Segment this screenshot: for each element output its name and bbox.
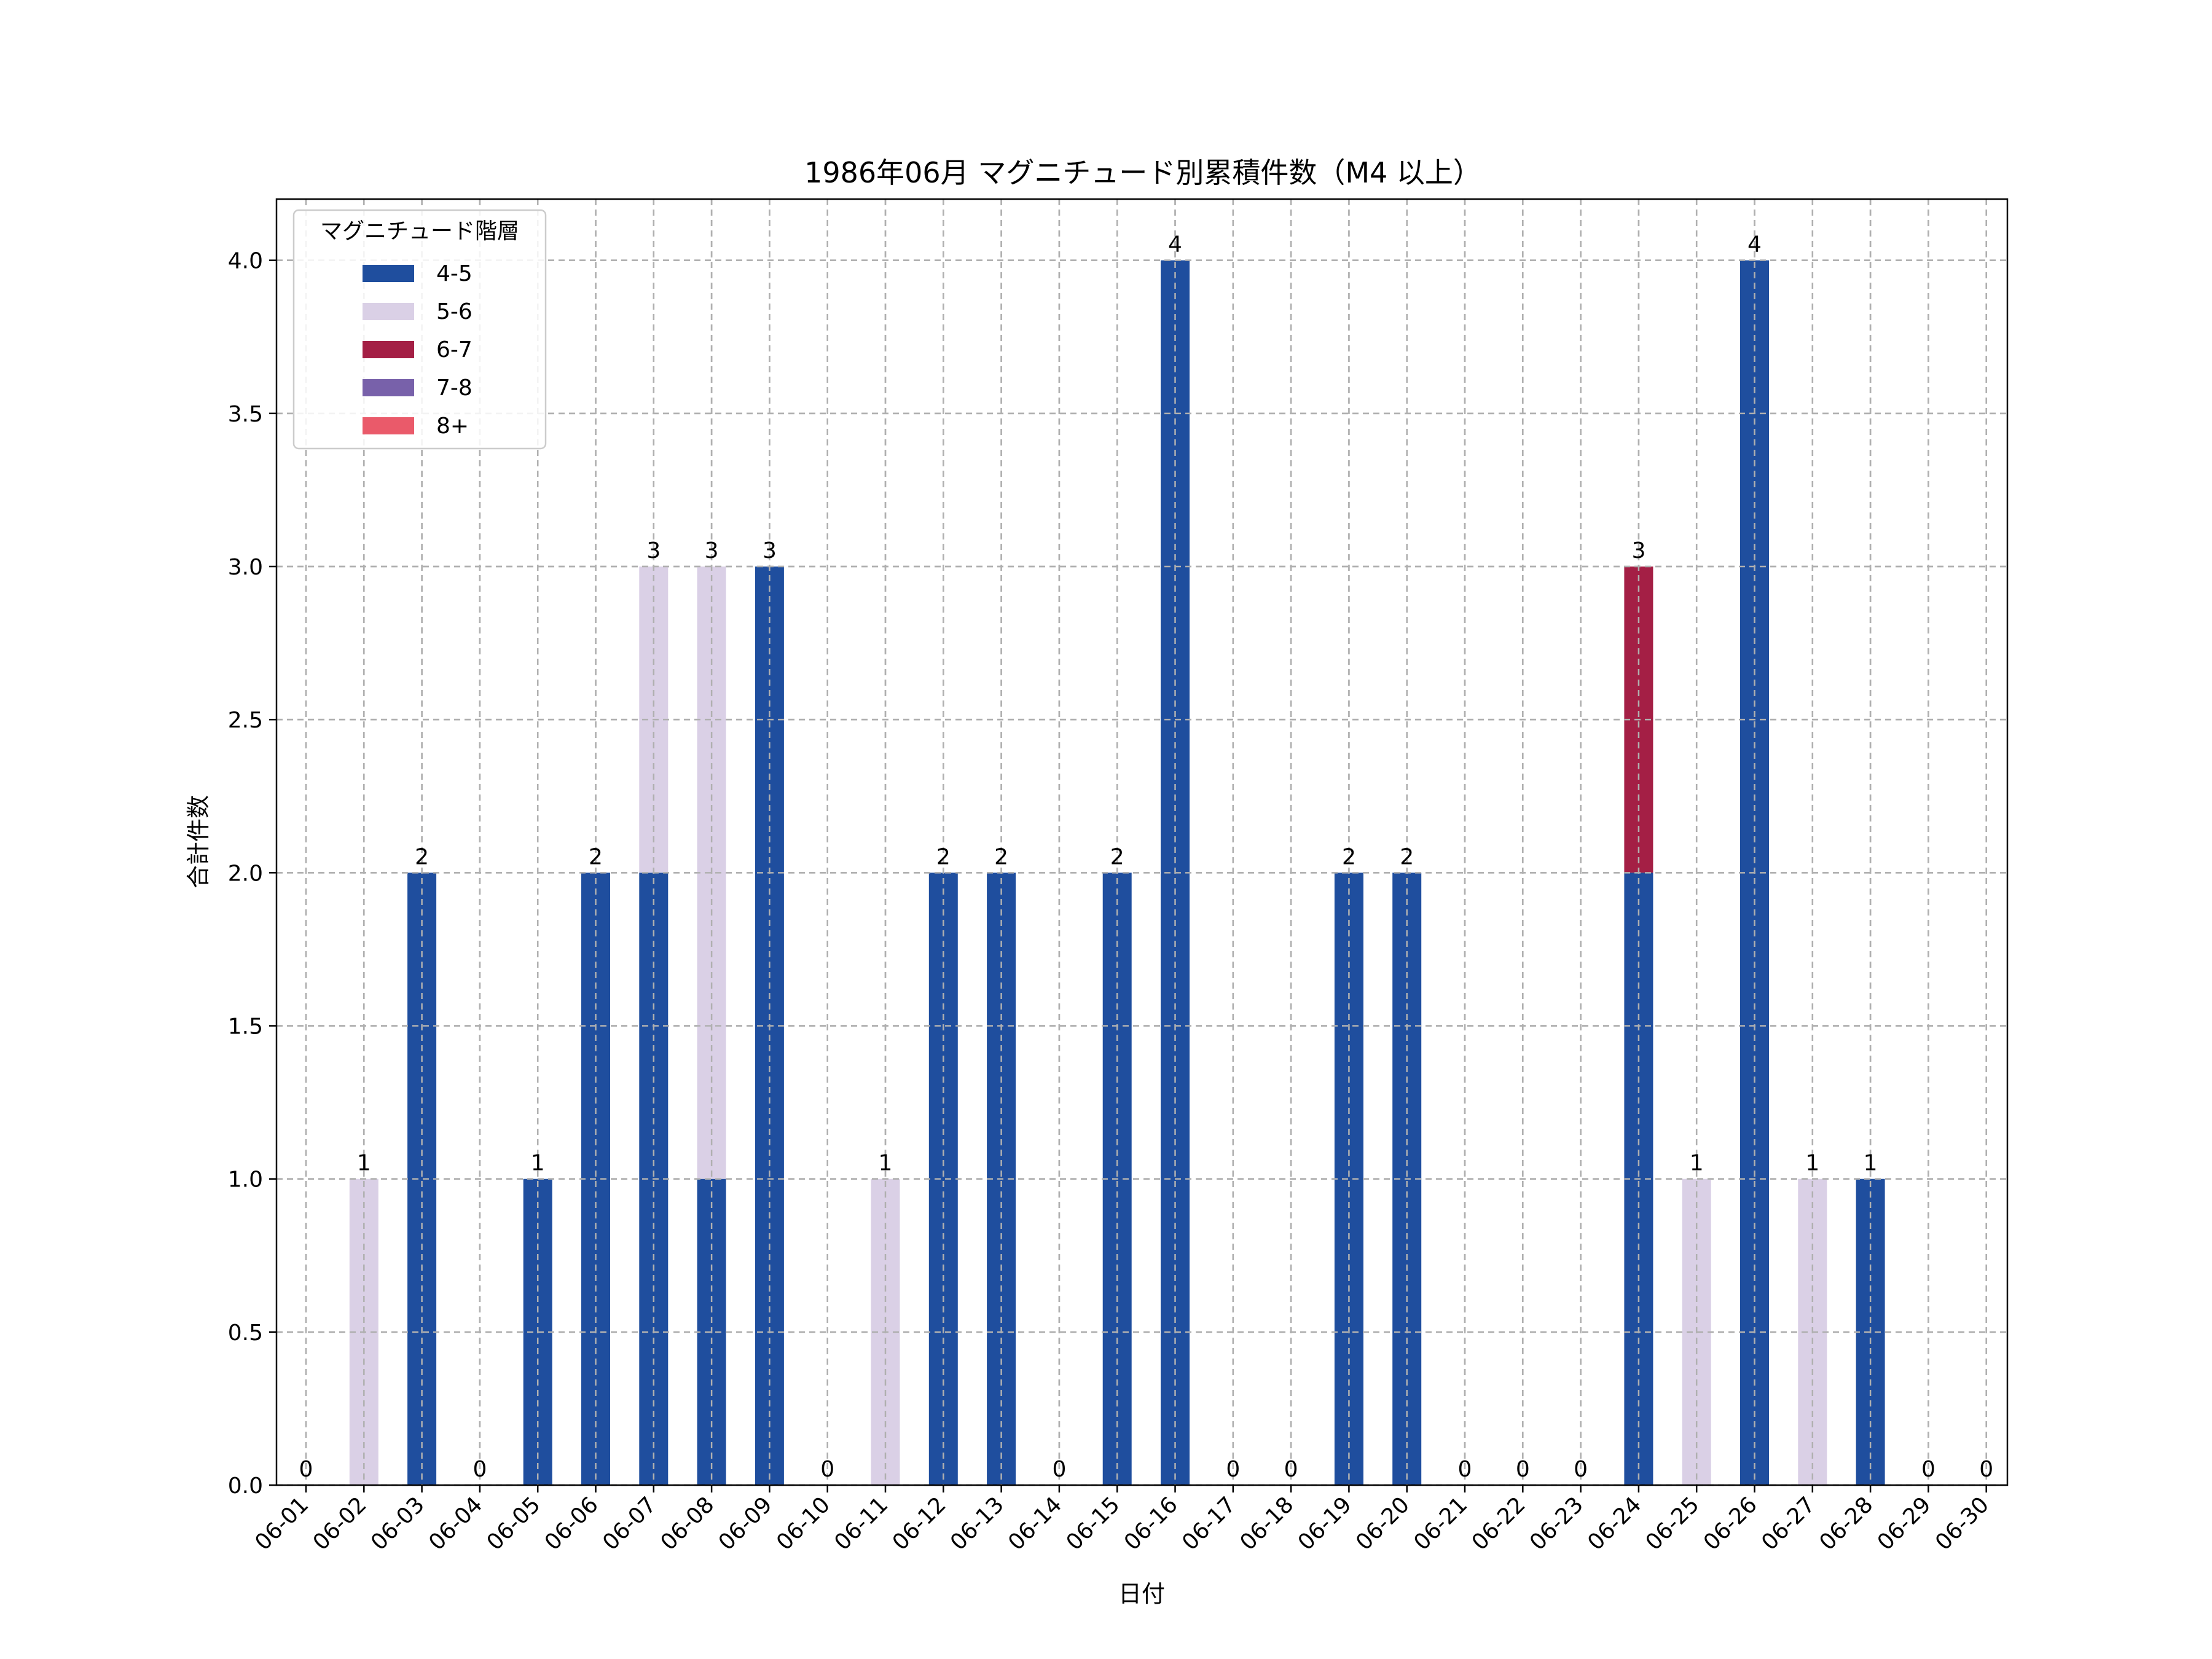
bar-total-label: 1 (1864, 1151, 1878, 1176)
bar-total-label: 1 (531, 1151, 545, 1176)
bar-total-label: 2 (1342, 844, 1356, 869)
chart-title: 1986年06月 マグニチュード別累積件数（M4 以上） (804, 156, 1481, 189)
bar-total-label: 0 (473, 1457, 487, 1482)
y-tick-label: 1.5 (228, 1014, 263, 1040)
bar-total-label: 2 (415, 844, 429, 869)
bar-total-label: 4 (1747, 232, 1762, 257)
bar-total-label: 3 (763, 538, 777, 563)
legend-swatch-7-8 (363, 379, 414, 396)
y-tick-label: 0.0 (228, 1473, 263, 1499)
plot-area-frame (275, 198, 2009, 1486)
bar-total-label: 0 (1284, 1457, 1298, 1482)
bar-total-label: 2 (936, 844, 951, 869)
legend-swatch-6-7 (363, 341, 414, 358)
legend-label-7-8: 7-8 (436, 375, 473, 401)
bar-total-label: 2 (589, 844, 603, 869)
y-axis: 0.0 0.5 1.0 1.5 2.0 2.5 3.0 3.5 4.0 (228, 249, 276, 1499)
bar-total-label: 0 (1458, 1457, 1472, 1482)
y-tick-label: 1.0 (228, 1167, 263, 1193)
bar-total-label: 3 (705, 538, 719, 563)
legend-label-5-6: 5-6 (436, 299, 473, 324)
legend-label-8+: 8+ (436, 414, 469, 439)
bar-total-label: 0 (1979, 1457, 1993, 1482)
bar-total-label: 0 (299, 1457, 313, 1482)
legend-label-4-5: 4-5 (436, 261, 473, 286)
bar-total-label: 1 (879, 1151, 893, 1176)
legend-title: マグニチュード階層 (320, 219, 519, 244)
bar-total-label: 2 (994, 844, 1008, 869)
bar-total-label: 0 (1226, 1457, 1240, 1482)
bar-total-label: 3 (1631, 538, 1645, 563)
bar-total-label: 2 (1110, 844, 1124, 869)
legend-box (292, 209, 547, 450)
legend-swatch-8+ (363, 417, 414, 434)
bar-total-label: 1 (357, 1151, 371, 1176)
bar-total-label: 0 (820, 1457, 834, 1482)
y-tick-label: 3.5 (228, 402, 263, 427)
legend-label-6-7: 6-7 (436, 337, 473, 363)
y-tick-label: 3.0 (228, 555, 263, 580)
bar-total-label: 4 (1168, 232, 1182, 257)
bar-total-label: 0 (1516, 1457, 1530, 1482)
x-axis-label: 日付 (1118, 1580, 1165, 1607)
bar-total-label: 0 (1921, 1457, 1936, 1482)
y-tick-label: 4.0 (228, 249, 263, 274)
legend-swatch-5-6 (363, 303, 414, 320)
y-axis-label: 合計件数 (185, 795, 212, 888)
bar-total-label: 2 (1400, 844, 1414, 869)
legend-swatch-4-5 (363, 265, 414, 282)
bar-total-labels: 0 1 2 0 1 2 3 3 3 0 1 2 2 0 2 4 0 0 2 2 0 0 0 3 1 4 1 1 0 0 (299, 232, 1994, 1482)
legend: マグニチュード階層 4-5 5-6 6-7 7-8 8+ (292, 209, 547, 450)
bar-total-label: 1 (1690, 1151, 1704, 1176)
bar-total-label: 0 (1052, 1457, 1066, 1482)
y-tick-label: 2.5 (228, 708, 263, 733)
y-tick-label: 0.5 (228, 1320, 263, 1346)
bar-total-label: 3 (646, 538, 661, 563)
bar-total-label: 1 (1805, 1151, 1819, 1176)
y-tick-label: 2.0 (228, 861, 263, 886)
bar-total-label: 0 (1574, 1457, 1588, 1482)
